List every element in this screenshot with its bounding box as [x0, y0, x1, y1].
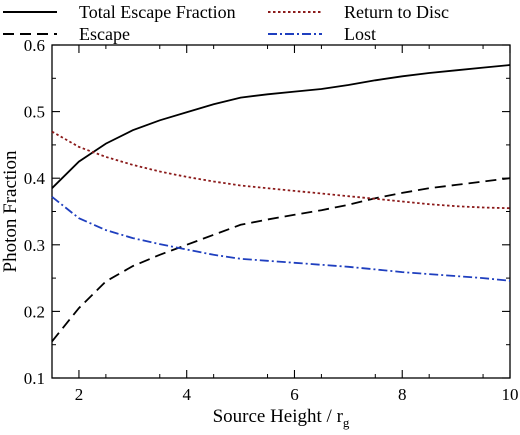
y-tick-label: 0.1 [24, 369, 45, 388]
y-tick-label: 0.3 [24, 236, 45, 255]
series-line-lost [51, 196, 511, 282]
x-tick-label: 8 [398, 385, 407, 404]
y-axis-label: Photon Fraction [0, 150, 21, 272]
series-line-escape [51, 177, 511, 342]
x-axis-label-main: Source Height / r [213, 406, 344, 427]
series-line-return-to-disc [51, 130, 511, 210]
series-layer [51, 64, 511, 342]
series-line-total-escape-fraction [51, 64, 511, 189]
x-tick-label: 4 [182, 385, 191, 404]
y-tick-label: 0.4 [24, 169, 46, 188]
x-tick-label: 6 [290, 385, 299, 404]
legend-label: Total Escape Fraction [79, 2, 236, 22]
legend-label: Lost [344, 24, 376, 44]
x-axis-label-subscript: g [343, 415, 350, 430]
legend-label: Escape [79, 24, 130, 44]
x-axis-label: Source Height / rg [213, 406, 350, 430]
y-tick-label: 0.5 [24, 103, 45, 122]
legend-label: Return to Disc [344, 2, 449, 22]
y-tick-label: 0.6 [24, 36, 45, 55]
plot-frame [51, 44, 511, 379]
x-tick-label: 2 [75, 385, 84, 404]
axis-ticks: 2 4 6 8 10 0.1 0.2 0.3 0.4 0.5 0.6 [24, 36, 519, 404]
y-tick-label: 0.2 [24, 302, 45, 321]
x-tick-label: 10 [502, 385, 519, 404]
